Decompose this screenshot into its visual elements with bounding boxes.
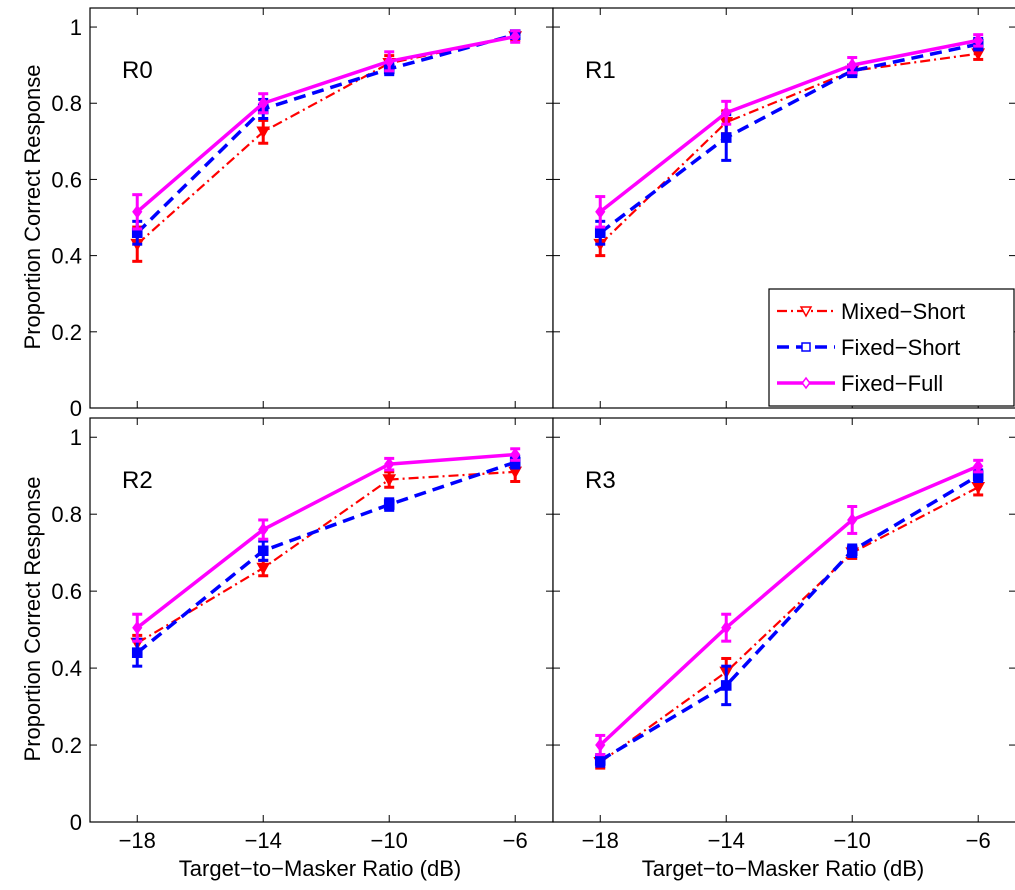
data-point [595, 738, 606, 752]
panel-frame [552, 417, 1015, 823]
panel-frame [89, 7, 554, 409]
data-point [720, 132, 732, 143]
panel-r0: 0 0.2 0.4 0.6 0.8 1 R0 [51, 7, 554, 421]
data-point [721, 620, 732, 635]
data-point [594, 755, 606, 766]
data-point [131, 647, 143, 659]
y-tick-label: 0.2 [51, 320, 82, 345]
x-tick-label: −10 [834, 828, 871, 853]
y-tick-label: 0.6 [51, 167, 82, 192]
data-point [721, 105, 732, 120]
data-point [973, 459, 984, 473]
y-tick-label: 0.4 [51, 244, 82, 269]
y-tick-label: 0.6 [51, 579, 82, 604]
series-line [136, 460, 516, 655]
legend-label: Fixed−Full [841, 371, 943, 396]
y-tick-label: 0.2 [51, 733, 82, 758]
data-point [256, 126, 271, 139]
legend-label: Mixed−Short [841, 299, 965, 324]
series-line [599, 42, 979, 235]
series-line [136, 35, 516, 246]
panel-r2: 0 0.2 0.4 0.6 0.8 1 −18 −14 −10 −6 R2 [51, 417, 554, 853]
data-point [384, 457, 395, 472]
x-axis-label-left: Target−to−Masker Ratio (dB) [179, 856, 461, 881]
x-axis-label-right: Target−to−Masker Ratio (dB) [642, 856, 924, 881]
series-line [136, 470, 516, 645]
x-tick-label: −18 [582, 828, 619, 853]
x-tick-label: −14 [245, 828, 282, 853]
panel-r3: −18 −14 −10 −6 R3 [552, 417, 1015, 853]
series-line [599, 464, 979, 747]
data-point [257, 545, 269, 557]
y-tick-label: 0 [70, 396, 82, 421]
y-tick-label: 0 [70, 810, 82, 835]
data-point [510, 447, 521, 462]
series-square [131, 454, 521, 668]
data-point [594, 227, 606, 239]
x-tick-label: −10 [371, 828, 408, 853]
y-tick-label: 0.4 [51, 656, 82, 681]
legend-item: Fixed−Short [777, 335, 960, 360]
data-point [384, 54, 395, 69]
axis-labels: Proportion Correct Response Proportion C… [20, 65, 924, 881]
legend-swatch-marker [799, 306, 813, 318]
y-tick-label: 1 [70, 425, 82, 450]
data-point [256, 562, 271, 576]
series-diamond [595, 458, 984, 757]
data-point [847, 513, 858, 527]
data-point [382, 474, 397, 487]
y-tick-label: 1 [70, 15, 82, 40]
data-point [258, 96, 269, 111]
panel-title: R2 [122, 467, 153, 494]
x-tick-label: −6 [966, 828, 991, 853]
legend-swatch-marker [801, 376, 811, 390]
data-point [595, 204, 606, 219]
legend-item: Mixed−Short [777, 299, 965, 324]
data-point [846, 545, 858, 557]
data-point [510, 29, 521, 44]
legend-label: Fixed−Short [841, 335, 960, 360]
legend: Mixed−Short Fixed−Short Fixed−Full [768, 288, 1015, 407]
panel-title: R3 [585, 467, 616, 494]
y-axis-label-bottom: Proportion Correct Response [20, 477, 45, 762]
series-line [599, 486, 979, 764]
legend-item: Fixed−Full [777, 371, 943, 396]
series-diamond [595, 33, 984, 229]
y-tick-label: 0.8 [51, 91, 82, 116]
legend-swatch-marker [801, 342, 811, 352]
series-diamond [132, 29, 521, 231]
x-tick-label: −14 [708, 828, 745, 853]
series-diamond [132, 447, 521, 643]
data-point [258, 522, 269, 537]
panel-title: R1 [585, 57, 616, 84]
series-line [136, 452, 516, 630]
data-point [973, 33, 984, 48]
panel-title: R0 [122, 57, 153, 84]
panel-frame [89, 417, 554, 823]
data-point [847, 58, 858, 72]
y-axis-label-top: Proportion Correct Response [20, 65, 45, 350]
series-line [599, 38, 979, 214]
y-tick-label: 0.8 [51, 502, 82, 527]
data-point [132, 620, 143, 635]
x-tick-label: −6 [503, 828, 528, 853]
data-point [132, 204, 143, 219]
x-tick-label: −18 [119, 828, 156, 853]
series-line [136, 34, 516, 214]
data-point [383, 499, 395, 510]
data-point [720, 680, 732, 691]
series-line [599, 474, 980, 762]
